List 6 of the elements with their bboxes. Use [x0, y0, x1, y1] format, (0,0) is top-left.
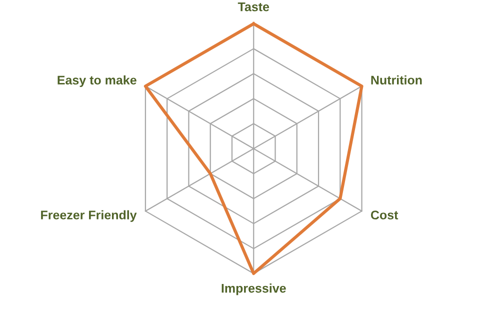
- spoke-label: Easy to make: [58, 75, 136, 88]
- spoke-label: Impressive: [222, 284, 286, 296]
- spoke-label: Cost: [370, 210, 398, 220]
- spoke-label: Taste: [238, 2, 270, 12]
- spoke-label: Nutrition: [371, 75, 422, 85]
- spoke-label: Freezer Friendly: [41, 210, 137, 222]
